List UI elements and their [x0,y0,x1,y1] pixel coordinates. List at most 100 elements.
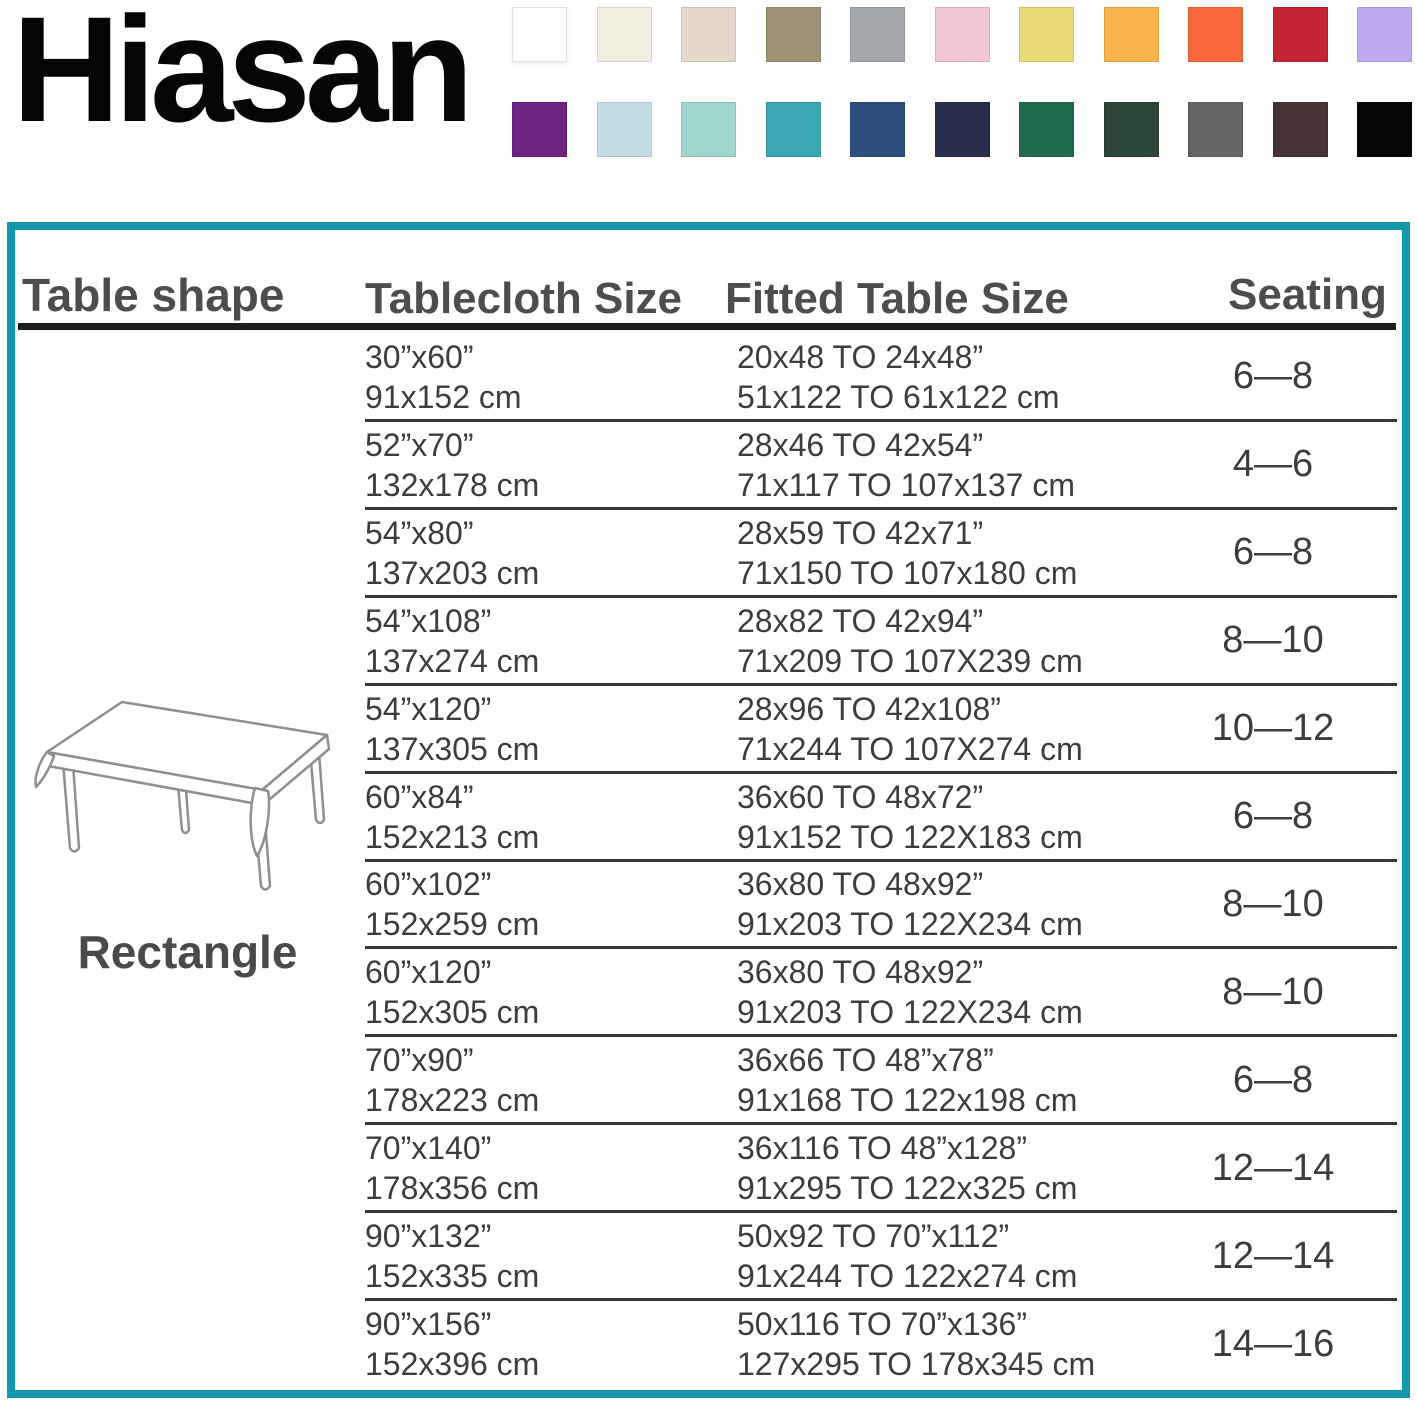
fitted-size-cm: 71x150 TO 107x180 cm [737,554,1078,591]
color-swatch [850,102,905,157]
fitted-size-inches: 28x46 TO 42x54” [737,426,984,463]
color-swatch [1272,7,1328,62]
size-row: 60”x102” 152x259 cm 36x80 TO 48x92” 91x2… [15,861,1402,950]
size-chart: Table shape Tablecloth Size Fitted Table… [7,222,1410,1398]
fitted-size-cm: 71x209 TO 107X239 cm [737,642,1083,679]
fitted-size-cm: 51x122 TO 61x122 cm [737,378,1060,415]
tablecloth-size-cell: 60”x84” 152x213 cm [365,773,539,861]
tablecloth-size-cm: 91x152 cm [365,378,522,415]
column-header-seating: Seating [1228,270,1387,319]
fitted-table-size-cell: 36x116 TO 48”x128” 91x295 TO 122x325 cm [737,1124,1077,1212]
column-header-table-shape: Table shape [22,269,285,321]
fitted-size-cm: 91x168 TO 122x198 cm [737,1082,1078,1119]
fitted-size-inches: 50x116 TO 70”x136” [737,1306,1027,1343]
fitted-size-inches: 36x66 TO 48”x78” [737,1042,994,1079]
seating-range: 12—14 [1211,1234,1335,1277]
tablecloth-size-inches: 70”x140” [365,1130,492,1167]
fitted-size-cm: 91x295 TO 122x325 cm [737,1170,1078,1207]
tablecloth-size-cm: 152x213 cm [365,818,540,855]
size-rows: 30”x60” 91x152 cm 20x48 TO 24x48” 51x122… [15,333,1402,1388]
tablecloth-size-cm: 137x305 cm [365,730,540,767]
size-row: 90”x156” 152x396 cm 50x116 TO 70”x136” 1… [15,1300,1402,1388]
tablecloth-size-inches: 60”x84” [365,778,474,815]
fitted-size-cm: 91x203 TO 122X234 cm [737,994,1083,1031]
fitted-size-cm: 91x152 TO 122X183 cm [737,818,1083,855]
color-swatch [850,7,905,62]
tablecloth-size-cell: 90”x156” 152x396 cm [365,1300,539,1388]
color-swatch [934,102,990,157]
fitted-size-inches: 20x48 TO 24x48” [737,338,984,375]
tablecloth-size-cm: 152x305 cm [365,994,540,1031]
rectangle-table-icon [34,700,331,891]
tablecloth-size-cm: 132x178 cm [365,466,540,503]
fitted-size-inches: 28x82 TO 42x94” [737,602,984,639]
color-swatch [681,102,736,157]
color-swatch [1188,7,1243,62]
fitted-size-cm: 127x295 TO 178x345 cm [737,1346,1096,1383]
seating-range: 4—6 [1232,443,1314,486]
tablecloth-size-cm: 137x203 cm [365,554,540,591]
seating-range: 8—10 [1222,882,1324,925]
tablecloth-size-cell: 70”x140” 178x356 cm [365,1124,539,1212]
tablecloth-size-cm: 152x335 cm [365,1258,540,1295]
column-header-tablecloth-size: Tablecloth Size [365,274,683,323]
fitted-size-inches: 36x60 TO 48x72” [737,778,984,815]
tablecloth-size-inches: 90”x156” [365,1306,492,1343]
seating-range: 6—8 [1232,355,1314,398]
tablecloth-size-inches: 30”x60” [365,338,474,375]
fitted-table-size-cell: 50x92 TO 70”x112” 91x244 TO 122x274 cm [737,1212,1077,1300]
seating-range: 14—16 [1211,1322,1335,1365]
fitted-table-size-cell: 28x59 TO 42x71” 71x150 TO 107x180 cm [737,509,1077,597]
tablecloth-size-inches: 52”x70” [365,426,474,463]
tablecloth-size-inches: 70”x90” [365,1042,474,1079]
fitted-size-inches: 50x92 TO 70”x112” [737,1218,1010,1255]
color-swatch [934,7,990,62]
tablecloth-size-cell: 60”x120” 152x305 cm [365,948,539,1036]
fitted-table-size-cell: 28x82 TO 42x94” 71x209 TO 107X239 cm [737,597,1083,685]
tablecloth-size-cell: 70”x90” 178x223 cm [365,1036,539,1124]
table-shape-label: Rectangle [77,926,298,978]
color-swatch [681,7,736,62]
tablecloth-size-inches: 90”x132” [365,1218,492,1255]
tablecloth-size-inches: 60”x102” [365,866,492,903]
fitted-table-size-cell: 50x116 TO 70”x136” 127x295 TO 178x345 cm [737,1300,1095,1388]
tablecloth-size-cm: 178x356 cm [365,1170,540,1207]
fitted-size-cm: 91x203 TO 122X234 cm [737,906,1083,943]
seating-range: 8—10 [1222,970,1324,1013]
color-swatch-grid [512,7,1412,157]
seating-range: 6—8 [1232,531,1314,574]
tablecloth-size-cm: 137x274 cm [365,642,540,679]
tablecloth-size-inches: 54”x108” [365,602,492,639]
fitted-table-size-cell: 20x48 TO 24x48” 51x122 TO 61x122 cm [737,333,1060,421]
color-swatch [1357,102,1412,157]
color-swatch [765,102,821,157]
fitted-table-size-cell: 36x80 TO 48x92” 91x203 TO 122X234 cm [737,861,1083,949]
color-swatch [1019,7,1074,62]
fitted-size-inches: 36x116 TO 48”x128” [737,1130,1027,1167]
fitted-table-size-cell: 36x60 TO 48x72” 91x152 TO 122X183 cm [737,773,1083,861]
tablecloth-size-cm: 178x223 cm [365,1082,540,1119]
tablecloth-size-cm: 152x396 cm [365,1346,540,1383]
tablecloth-size-cell: 30”x60” 91x152 cm [365,333,522,421]
fitted-size-cm: 91x244 TO 122x274 cm [737,1258,1078,1295]
tablecloth-size-inches: 60”x120” [365,954,492,991]
tablecloth-size-cell: 60”x102” 152x259 cm [365,861,539,949]
color-swatch [1272,102,1328,157]
fitted-table-size-cell: 28x46 TO 42x54” 71x117 TO 107x137 cm [737,421,1075,509]
tablecloth-size-cell: 54”x80” 137x203 cm [365,509,539,597]
color-swatch [1103,7,1159,62]
column-header-fitted-table-size: Fitted Table Size [725,274,1069,323]
color-swatch [596,102,652,157]
color-swatch [1103,102,1159,157]
seating-range: 8—10 [1222,619,1324,662]
fitted-size-inches: 36x80 TO 48x92” [737,866,984,903]
seating-range: 6—8 [1232,1058,1314,1101]
seating-range: 10—12 [1211,707,1335,750]
fitted-size-inches: 36x80 TO 48x92” [737,954,984,991]
swatch-row-bottom [512,102,1412,157]
size-row: 90”x132” 152x335 cm 50x92 TO 70”x112” 91… [15,1212,1402,1302]
fitted-table-size-cell: 28x96 TO 42x108” 71x244 TO 107X274 cm [737,685,1083,773]
size-row: 54”x108” 137x274 cm 28x82 TO 42x94” 71x2… [15,597,1402,686]
tablecloth-size-cell: 90”x132” 152x335 cm [365,1212,539,1300]
seating-range: 12—14 [1211,1146,1335,1189]
